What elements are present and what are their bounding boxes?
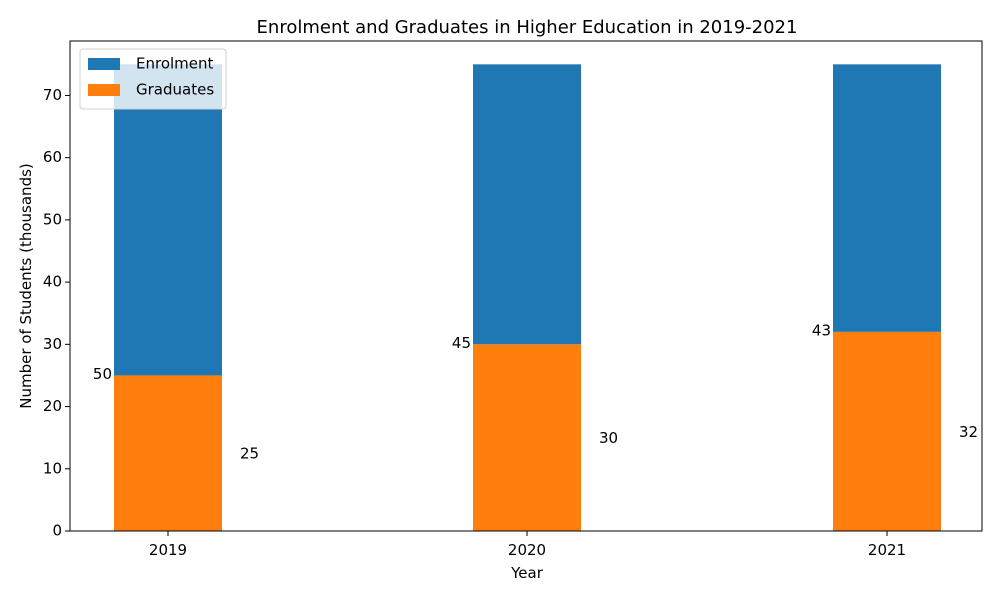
bar-graduates-2019 [114, 375, 222, 531]
chart-title: Enrolment and Graduates in Higher Educat… [257, 17, 798, 38]
y-tick-label-70: 70 [43, 86, 62, 104]
y-tick-label-60: 60 [43, 148, 62, 166]
legend-swatch-graduates [88, 84, 120, 96]
y-tick-label-50: 50 [43, 210, 62, 228]
y-tick-label-10: 10 [43, 459, 62, 477]
legend: Enrolment Graduates [79, 48, 227, 110]
bar-enrolment-2019 [114, 64, 222, 376]
y-tick-label-30: 30 [43, 335, 62, 353]
bar-enrolment-2021 [833, 64, 941, 332]
data-labels-layer: 50 25 45 30 43 32 [93, 321, 978, 462]
data-label-graduates-2021: 32 [959, 423, 978, 441]
y-tick-label-0: 0 [52, 522, 62, 540]
legend-swatch-enrolment [88, 58, 120, 70]
x-tick-label-2020: 2020 [508, 541, 546, 559]
y-tick-label-40: 40 [43, 273, 62, 291]
x-axis-label: Year [510, 564, 544, 582]
x-tick-label-2021: 2021 [868, 541, 906, 559]
bar-graduates-2021 [833, 331, 941, 531]
data-label-enrolment-2021: 43 [812, 321, 831, 339]
bar-graduates-2020 [473, 344, 581, 531]
data-label-graduates-2020: 30 [599, 429, 618, 447]
data-label-graduates-2019: 25 [240, 445, 259, 463]
legend-label-graduates: Graduates [136, 81, 214, 99]
y-axis: 0 10 20 30 40 50 60 70 [43, 86, 70, 540]
x-axis: 2019 2020 2021 [149, 531, 906, 559]
x-tick-label-2019: 2019 [149, 541, 187, 559]
data-label-enrolment-2020: 45 [452, 334, 471, 352]
data-label-enrolment-2019: 50 [93, 365, 112, 383]
y-axis-label: Number of Students (thousands) [17, 163, 35, 409]
legend-label-enrolment: Enrolment [136, 55, 214, 73]
plot-frame [69, 40, 983, 532]
bars-layer [114, 64, 941, 531]
bar-enrolment-2020 [473, 64, 581, 345]
y-tick-label-20: 20 [43, 397, 62, 415]
